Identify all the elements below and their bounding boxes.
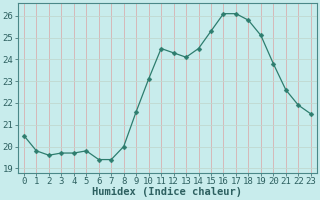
X-axis label: Humidex (Indice chaleur): Humidex (Indice chaleur) [92, 187, 242, 197]
